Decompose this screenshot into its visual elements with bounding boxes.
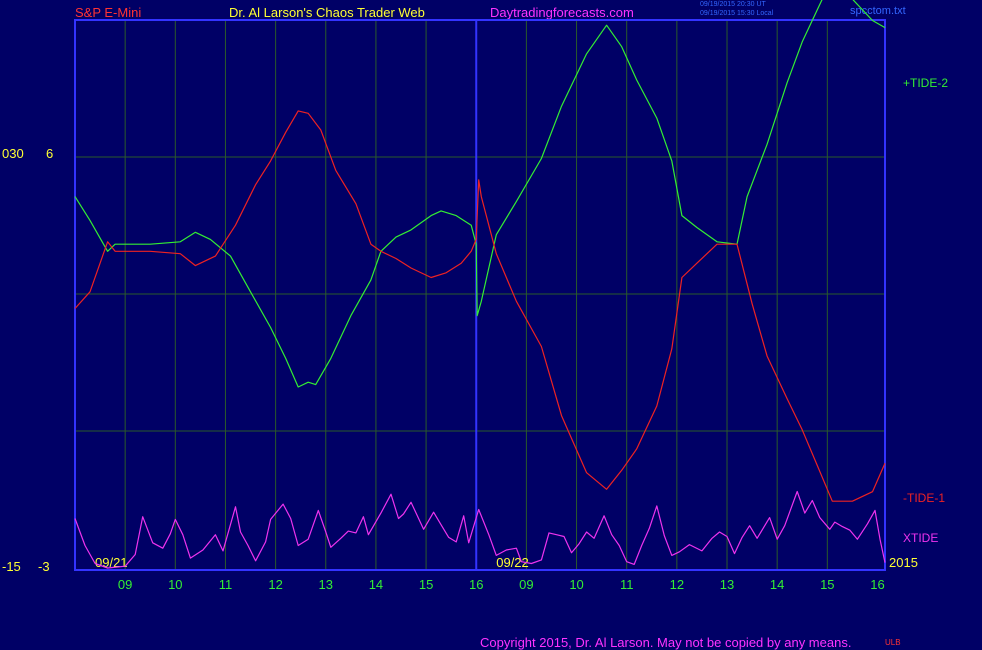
hour-tick-label: 13 [720,577,734,592]
hour-tick-label: 15 [419,577,433,592]
hour-tick-label: 11 [219,577,233,592]
y-label-top-right: 6 [46,146,53,161]
hour-tick-label: 16 [469,577,483,592]
year-label: 2015 [889,555,918,570]
series-label-xtide: XTIDE [903,531,938,545]
chart-title: Dr. Al Larson's Chaos Trader Web [229,5,425,20]
hour-tick-label: 15 [820,577,834,592]
timestamp-ut: 09/19/2015 20:30 UT [700,1,766,8]
hour-tick-label: 10 [168,577,182,592]
hour-tick-label: 12 [268,577,282,592]
hour-tick-label: 14 [369,577,383,592]
hour-tick-label: 11 [620,577,634,592]
hour-tick-label: 14 [770,577,784,592]
y-label-bottom-left: -15 [2,559,21,574]
timestamp-local: 09/19/2015 15:30 Local [700,10,774,17]
source-file: spcctom.txt [850,5,906,17]
hour-tick-label: 12 [670,577,684,592]
plot-border [74,19,886,571]
website-link[interactable]: Daytradingforecasts.com [490,5,634,20]
series-label-tide1: -TIDE-1 [903,491,945,505]
hour-tick-label: 13 [319,577,333,592]
hour-tick-label: 16 [870,577,884,592]
hour-tick-label: 10 [569,577,583,592]
series-line-tide1 [74,110,886,502]
hour-tick-label: 09 [519,577,533,592]
series-line-xtide [74,490,886,569]
footer-tag: ULB [885,638,901,647]
hour-tick-label: 09 [118,577,132,592]
y-label-bottom-right: -3 [38,559,50,574]
footer-copyright: Copyright 2015, Dr. Al Larson. May not b… [480,635,852,650]
y-label-top-left: 030 [2,146,24,161]
series-line-tide2 [74,0,886,388]
instrument-title: S&P E-Mini [75,5,142,20]
series-label-tide2: +TIDE-2 [903,76,948,90]
